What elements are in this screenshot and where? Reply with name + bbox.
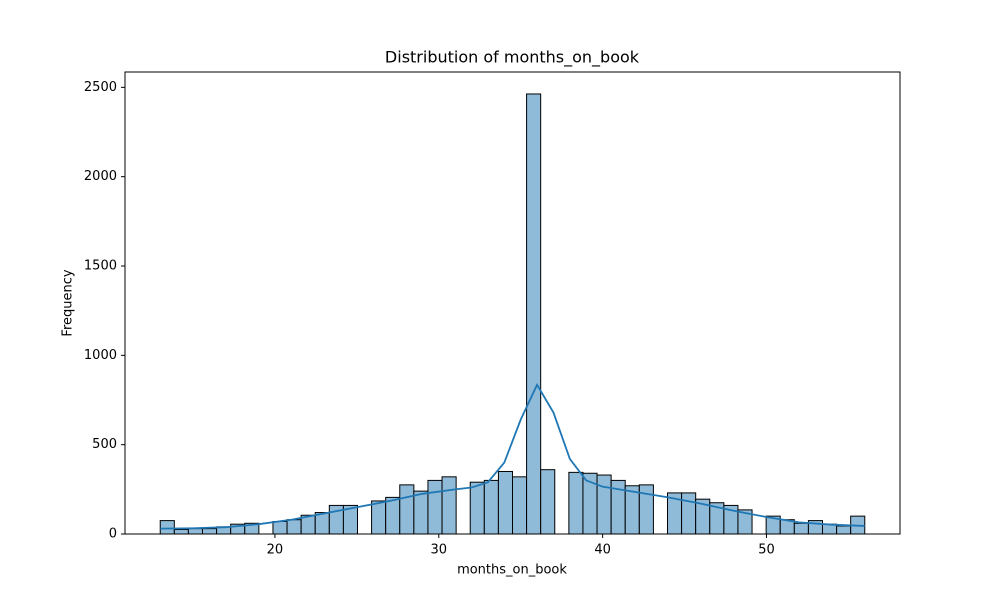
bar	[526, 93, 542, 535]
bar	[596, 474, 612, 535]
x-tick-label: 30	[430, 543, 447, 558]
bar	[681, 492, 697, 535]
bar	[469, 481, 485, 535]
plot-frame	[124, 71, 901, 535]
bar	[540, 469, 556, 535]
bar	[314, 512, 330, 535]
y-tick-label: 2000	[84, 169, 117, 184]
x-axis-label: months_on_book	[457, 563, 567, 578]
bar	[483, 479, 499, 535]
y-axis-label: Frequency	[61, 269, 76, 336]
chart-title: Distribution of months_on_book	[385, 48, 640, 68]
bar	[371, 500, 387, 535]
bar	[427, 479, 443, 535]
bar	[187, 528, 203, 535]
bar	[512, 476, 528, 535]
bar	[159, 520, 175, 535]
bar	[568, 471, 584, 535]
bar	[793, 522, 809, 535]
y-tick-label: 500	[92, 437, 117, 452]
bar	[286, 519, 302, 535]
y-tick-label: 0	[109, 527, 117, 542]
y-tick-label: 1500	[84, 259, 117, 274]
y-tick-label: 2500	[84, 80, 117, 95]
bar	[272, 520, 288, 535]
kde-line	[160, 382, 865, 530]
bar	[441, 476, 457, 535]
bar	[385, 496, 401, 535]
y-tick-label: 1000	[84, 348, 117, 363]
bar	[202, 528, 218, 535]
x-tick-label: 50	[758, 543, 775, 558]
x-tick-label: 20	[267, 543, 284, 558]
bar	[413, 490, 429, 535]
x-tick-label: 40	[594, 543, 611, 558]
bar	[497, 470, 513, 535]
bar	[173, 529, 189, 535]
bar	[836, 525, 852, 535]
bar	[399, 484, 415, 535]
